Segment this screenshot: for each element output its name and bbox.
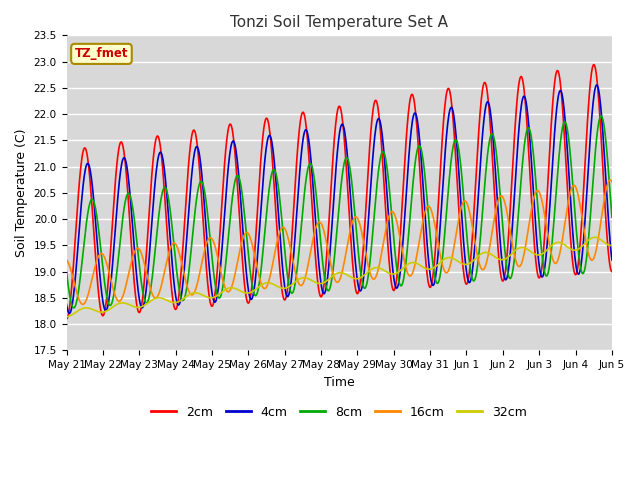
Line: 16cm: 16cm: [67, 180, 612, 304]
16cm: [385, 215, 392, 221]
2cm: [63, 316, 70, 322]
8cm: [164, 195, 172, 201]
32cm: [589, 235, 597, 240]
Line: 4cm: 4cm: [67, 85, 612, 313]
X-axis label: Time: Time: [324, 376, 355, 389]
16cm: [90, 271, 97, 276]
Line: 32cm: 32cm: [67, 237, 612, 317]
4cm: [608, 257, 616, 263]
8cm: [63, 269, 70, 275]
32cm: [580, 241, 588, 247]
8cm: [90, 197, 97, 203]
Line: 2cm: 2cm: [67, 65, 612, 319]
4cm: [164, 211, 172, 216]
4cm: [581, 215, 589, 220]
Legend: 2cm, 4cm, 8cm, 16cm, 32cm: 2cm, 4cm, 8cm, 16cm, 32cm: [147, 401, 532, 424]
16cm: [590, 255, 598, 261]
4cm: [590, 94, 598, 100]
2cm: [589, 62, 597, 68]
8cm: [597, 113, 605, 119]
4cm: [63, 301, 70, 307]
Y-axis label: Soil Temperature (C): Soil Temperature (C): [15, 129, 28, 257]
4cm: [593, 82, 600, 88]
32cm: [289, 281, 297, 287]
16cm: [581, 235, 589, 240]
16cm: [79, 301, 87, 307]
8cm: [608, 215, 616, 220]
Title: Tonzi Soil Temperature Set A: Tonzi Soil Temperature Set A: [230, 15, 448, 30]
2cm: [164, 238, 172, 244]
16cm: [290, 261, 298, 266]
8cm: [581, 264, 589, 270]
4cm: [385, 213, 392, 218]
8cm: [70, 305, 78, 311]
16cm: [608, 179, 616, 184]
32cm: [384, 270, 392, 276]
2cm: [580, 168, 588, 173]
Text: TZ_fmet: TZ_fmet: [75, 48, 128, 60]
16cm: [606, 177, 614, 183]
32cm: [89, 307, 97, 312]
2cm: [608, 269, 616, 275]
32cm: [591, 234, 598, 240]
16cm: [164, 252, 172, 258]
32cm: [608, 242, 616, 248]
2cm: [89, 213, 97, 218]
4cm: [290, 255, 298, 261]
2cm: [289, 218, 297, 224]
2cm: [590, 62, 598, 68]
8cm: [590, 168, 598, 174]
8cm: [290, 288, 298, 294]
16cm: [63, 257, 70, 263]
2cm: [384, 242, 392, 248]
32cm: [63, 314, 70, 320]
8cm: [385, 177, 392, 182]
Line: 8cm: 8cm: [67, 116, 612, 308]
4cm: [65, 311, 73, 316]
32cm: [164, 298, 172, 304]
4cm: [90, 192, 97, 198]
